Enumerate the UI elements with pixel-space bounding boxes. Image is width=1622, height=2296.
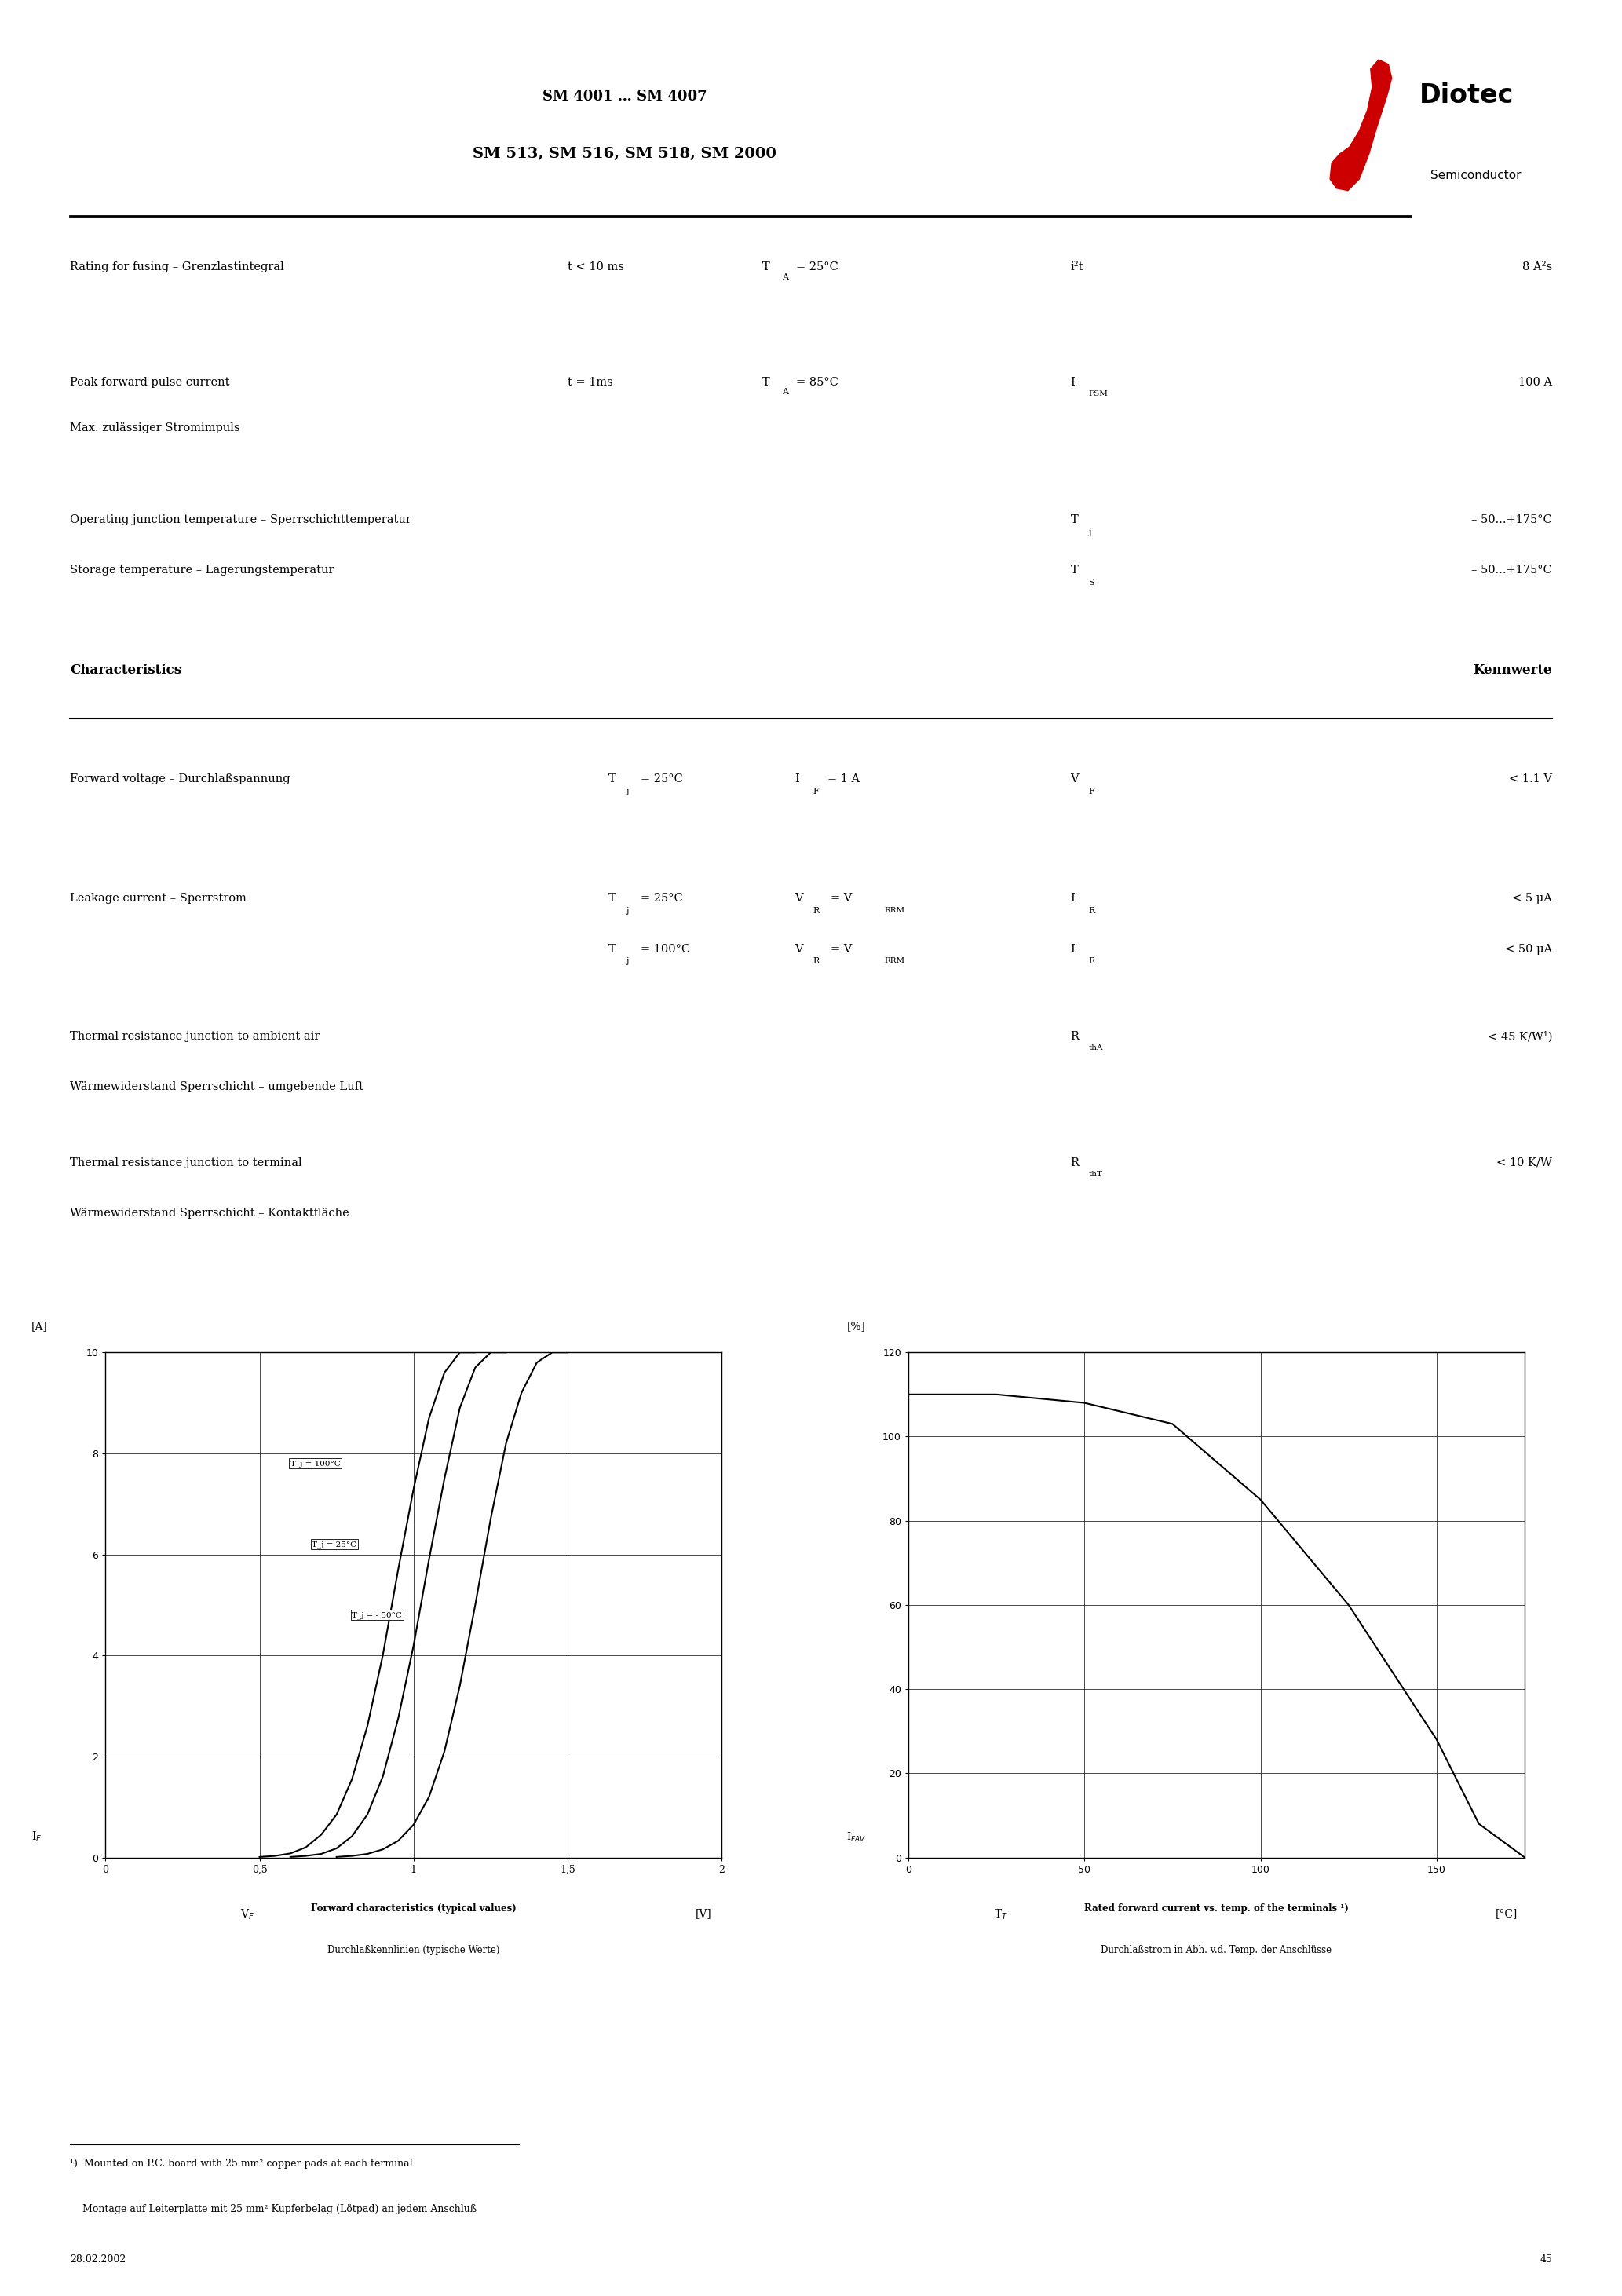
Text: R: R bbox=[813, 907, 819, 914]
Text: Leakage current – Sperrstrom: Leakage current – Sperrstrom bbox=[70, 893, 247, 905]
Text: F: F bbox=[813, 788, 819, 794]
Text: I: I bbox=[1071, 377, 1075, 388]
Text: RRM: RRM bbox=[884, 907, 905, 914]
Text: T: T bbox=[762, 262, 770, 273]
Text: < 45 K/W¹): < 45 K/W¹) bbox=[1487, 1031, 1552, 1042]
Text: R: R bbox=[1071, 1031, 1079, 1042]
Text: Durchlaßstrom in Abh. v.d. Temp. der Anschlüsse: Durchlaßstrom in Abh. v.d. Temp. der Ans… bbox=[1101, 1945, 1332, 1954]
Text: 28.02.2002: 28.02.2002 bbox=[70, 2255, 125, 2264]
Text: t = 1ms: t = 1ms bbox=[568, 377, 613, 388]
Text: I: I bbox=[1071, 893, 1075, 905]
Text: I$_{FAV}$: I$_{FAV}$ bbox=[847, 1830, 866, 1844]
Text: Diotec: Diotec bbox=[1419, 83, 1513, 108]
Text: Forward characteristics (typical values): Forward characteristics (typical values) bbox=[311, 1903, 516, 1913]
Text: RRM: RRM bbox=[884, 957, 905, 964]
Text: j: j bbox=[626, 788, 629, 794]
Text: V: V bbox=[795, 893, 803, 905]
Text: T: T bbox=[1071, 565, 1079, 576]
Text: T: T bbox=[1071, 514, 1079, 526]
Text: T: T bbox=[608, 774, 616, 785]
Text: = 85°C: = 85°C bbox=[796, 377, 839, 388]
Text: S: S bbox=[1088, 579, 1095, 585]
Text: Storage temperature – Lagerungstemperatur: Storage temperature – Lagerungstemperatu… bbox=[70, 565, 334, 576]
Text: – 50...+175°C: – 50...+175°C bbox=[1471, 514, 1552, 526]
Text: < 5 μA: < 5 μA bbox=[1512, 893, 1552, 905]
Text: [A]: [A] bbox=[31, 1320, 47, 1332]
Text: T: T bbox=[608, 944, 616, 955]
Text: SM 4001 … SM 4007: SM 4001 … SM 4007 bbox=[542, 90, 707, 103]
Text: Thermal resistance junction to ambient air: Thermal resistance junction to ambient a… bbox=[70, 1031, 320, 1042]
Text: thT: thT bbox=[1088, 1171, 1103, 1178]
Text: A: A bbox=[782, 273, 788, 280]
Text: V: V bbox=[1071, 774, 1079, 785]
Text: [V]: [V] bbox=[696, 1908, 712, 1919]
Text: R: R bbox=[1088, 957, 1095, 964]
Text: j: j bbox=[626, 907, 629, 914]
Text: 45: 45 bbox=[1539, 2255, 1552, 2264]
Text: Rated forward current vs. temp. of the terminals ¹): Rated forward current vs. temp. of the t… bbox=[1083, 1903, 1350, 1913]
Text: Rating for fusing – Grenzlastintegral: Rating for fusing – Grenzlastintegral bbox=[70, 262, 284, 273]
Text: < 1.1 V: < 1.1 V bbox=[1508, 774, 1552, 785]
Text: T: T bbox=[608, 893, 616, 905]
Text: i²t: i²t bbox=[1071, 262, 1083, 273]
Text: Max. zulässiger Stromimpuls: Max. zulässiger Stromimpuls bbox=[70, 422, 240, 434]
Text: t < 10 ms: t < 10 ms bbox=[568, 262, 624, 273]
Text: R: R bbox=[813, 957, 819, 964]
Text: Operating junction temperature – Sperrschichttemperatur: Operating junction temperature – Sperrsc… bbox=[70, 514, 410, 526]
Text: V$_F$: V$_F$ bbox=[240, 1908, 255, 1922]
Text: SM 513, SM 516, SM 518, SM 2000: SM 513, SM 516, SM 518, SM 2000 bbox=[472, 147, 777, 161]
Text: = 100°C: = 100°C bbox=[641, 944, 691, 955]
Text: R: R bbox=[1088, 907, 1095, 914]
Text: Forward voltage – Durchlaßspannung: Forward voltage – Durchlaßspannung bbox=[70, 774, 290, 785]
Text: Semiconductor: Semiconductor bbox=[1431, 170, 1521, 181]
Text: Wärmewiderstand Sperrschicht – Kontaktfläche: Wärmewiderstand Sperrschicht – Kontaktfl… bbox=[70, 1208, 349, 1219]
Text: j: j bbox=[626, 957, 629, 964]
Text: Durchlaßkennlinien (typische Werte): Durchlaßkennlinien (typische Werte) bbox=[328, 1945, 500, 1954]
Text: Characteristics: Characteristics bbox=[70, 664, 182, 677]
Text: R: R bbox=[1071, 1157, 1079, 1169]
Text: T_j = - 50°C: T_j = - 50°C bbox=[352, 1612, 402, 1619]
Text: < 50 μA: < 50 μA bbox=[1505, 944, 1552, 955]
Text: < 10 K/W: < 10 K/W bbox=[1497, 1157, 1552, 1169]
Text: I: I bbox=[1071, 944, 1075, 955]
Text: ¹)  Mounted on P.C. board with 25 mm² copper pads at each terminal: ¹) Mounted on P.C. board with 25 mm² cop… bbox=[70, 2158, 412, 2167]
Text: A: A bbox=[782, 388, 788, 395]
Text: = 1 A: = 1 A bbox=[827, 774, 860, 785]
Text: 100 A: 100 A bbox=[1518, 377, 1552, 388]
Text: j: j bbox=[1088, 528, 1092, 535]
Text: V: V bbox=[795, 944, 803, 955]
Text: T_j = 25°C: T_j = 25°C bbox=[311, 1541, 357, 1548]
Text: – 50...+175°C: – 50...+175°C bbox=[1471, 565, 1552, 576]
Text: = 25°C: = 25°C bbox=[641, 774, 683, 785]
Text: [%]: [%] bbox=[847, 1320, 866, 1332]
Text: T_j = 100°C: T_j = 100°C bbox=[290, 1460, 341, 1467]
Text: = 25°C: = 25°C bbox=[796, 262, 839, 273]
Text: F: F bbox=[1088, 788, 1095, 794]
Text: Peak forward pulse current: Peak forward pulse current bbox=[70, 377, 229, 388]
Text: = V: = V bbox=[830, 893, 852, 905]
Text: I$_F$: I$_F$ bbox=[31, 1830, 42, 1844]
Text: FSM: FSM bbox=[1088, 390, 1108, 397]
Text: Thermal resistance junction to terminal: Thermal resistance junction to terminal bbox=[70, 1157, 302, 1169]
Text: Montage auf Leiterplatte mit 25 mm² Kupferbelag (Lötpad) an jedem Anschluß: Montage auf Leiterplatte mit 25 mm² Kupf… bbox=[70, 2204, 477, 2213]
Text: thA: thA bbox=[1088, 1045, 1103, 1052]
Text: [°C]: [°C] bbox=[1495, 1908, 1517, 1919]
Text: = 25°C: = 25°C bbox=[641, 893, 683, 905]
Text: Kennwerte: Kennwerte bbox=[1473, 664, 1552, 677]
Text: = V: = V bbox=[830, 944, 852, 955]
Text: T: T bbox=[762, 377, 770, 388]
Text: I: I bbox=[795, 774, 800, 785]
Text: Wärmewiderstand Sperrschicht – umgebende Luft: Wärmewiderstand Sperrschicht – umgebende… bbox=[70, 1081, 363, 1093]
Text: 8 A²s: 8 A²s bbox=[1523, 262, 1552, 273]
Text: T$_T$: T$_T$ bbox=[994, 1908, 1007, 1922]
Polygon shape bbox=[1330, 60, 1392, 191]
